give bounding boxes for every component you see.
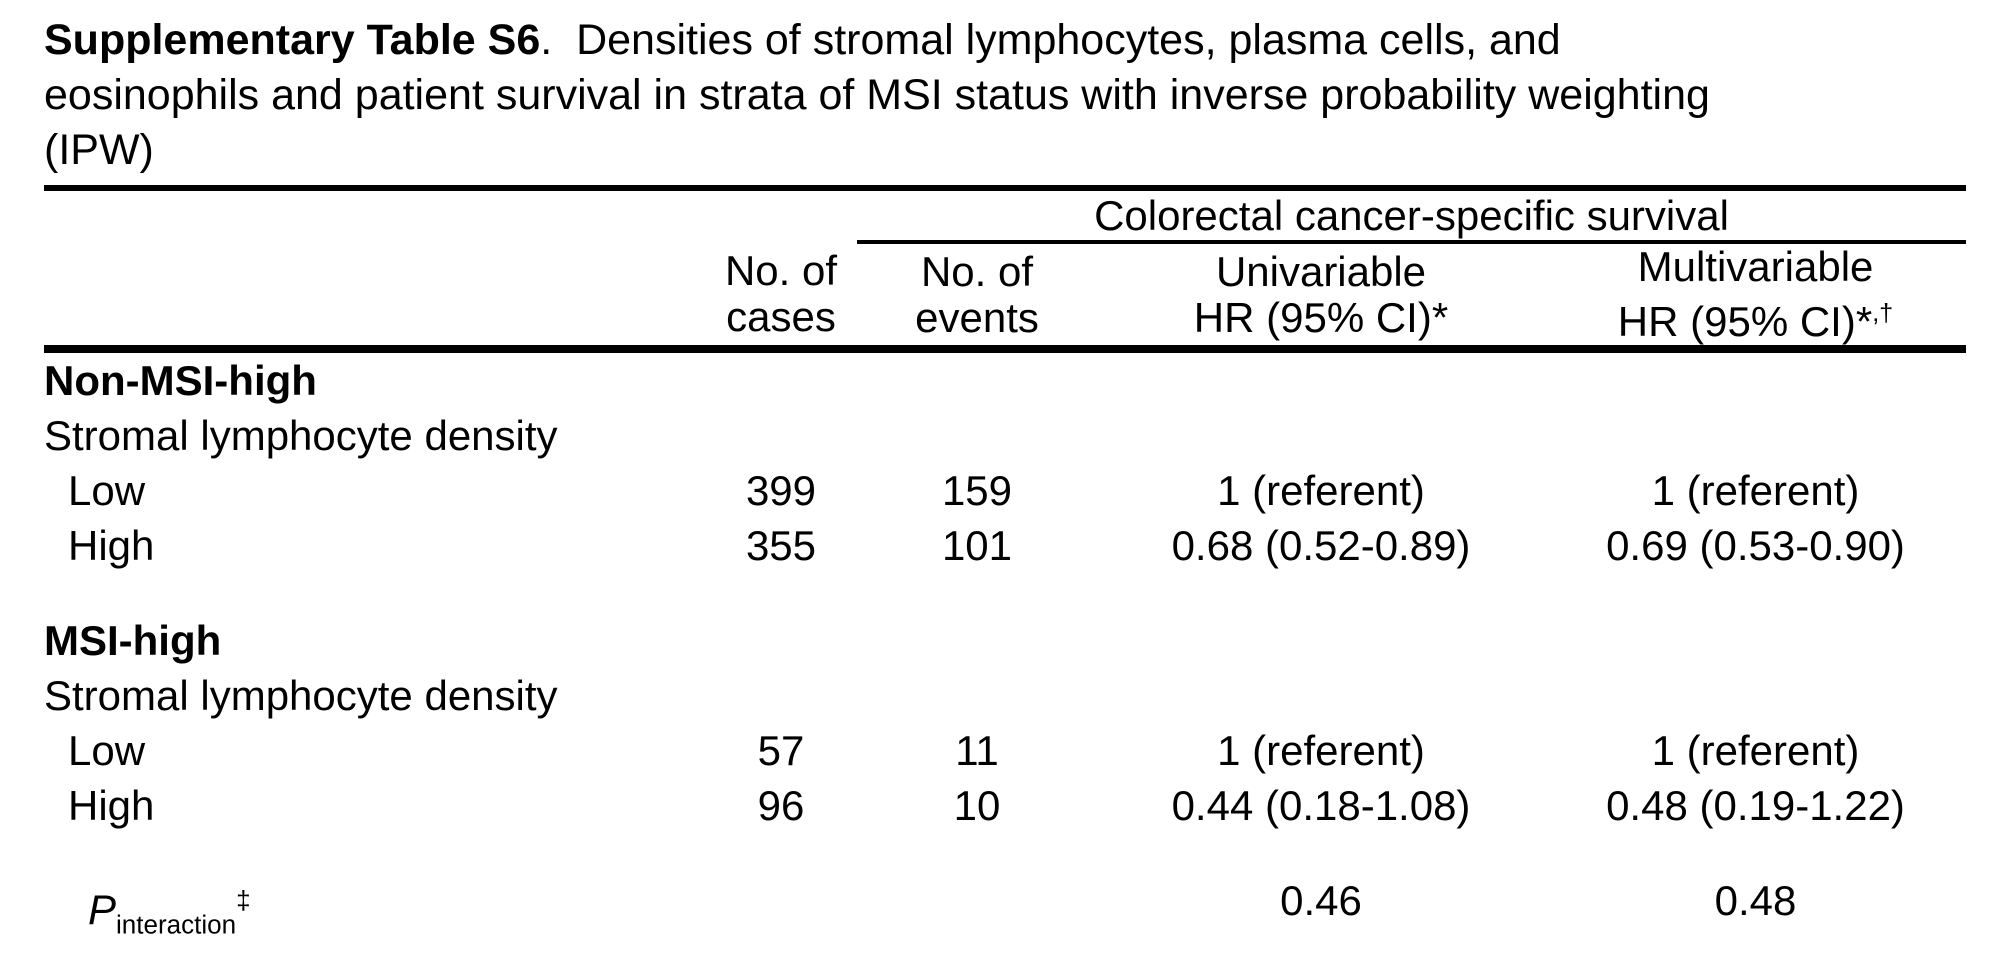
cell-empty bbox=[857, 873, 1097, 960]
table-row-section-msi-high: MSI-high bbox=[44, 613, 1966, 668]
p-interaction-symbol: P bbox=[88, 886, 117, 933]
row-label: Low bbox=[68, 467, 146, 514]
table-row-p-interaction: Pinteraction‡ 0.46 0.48 bbox=[44, 873, 1966, 960]
results-table: Colorectal cancer-specific survival No. … bbox=[44, 185, 1967, 960]
column-header-univariable-line2: HR (95% CI)* bbox=[1193, 293, 1449, 341]
cell-p-multivariable: 0.48 bbox=[1714, 877, 1797, 924]
column-header-multivariable-line2-text: HR (95% CI)* bbox=[1617, 298, 1873, 345]
table-title-line1: . Densities of stromal lymphocytes, plas… bbox=[540, 16, 1561, 64]
column-header-univariable: Univariable HR (95% CI)* bbox=[1097, 242, 1545, 353]
column-header-empty bbox=[44, 242, 705, 353]
span-header-empty-cell bbox=[44, 188, 857, 242]
cell-cases: 399 bbox=[745, 467, 817, 514]
column-header-events-line2: events bbox=[915, 293, 1039, 341]
column-header-multivariable: Multivariable HR (95% CI)*,† bbox=[1545, 242, 1967, 353]
cell-events: 11 bbox=[955, 727, 999, 774]
row-label: High bbox=[68, 782, 155, 829]
table-row-non-msi-low: Low 399 159 1 (referent) 1 (referent) bbox=[44, 463, 1966, 518]
table-title-line2: eosinophils and patient survival in stra… bbox=[44, 71, 1710, 119]
table-title-line3: (IPW) bbox=[44, 126, 154, 174]
table-row-msi-low: Low 57 11 1 (referent) 1 (referent) bbox=[44, 723, 1966, 778]
column-header-events-line1: No. of bbox=[920, 247, 1034, 295]
table-row-section-non-msi-high: Non-MSI-high bbox=[44, 349, 1966, 408]
column-header-cases-line2: cases bbox=[726, 292, 836, 340]
section-label: MSI-high bbox=[44, 617, 222, 664]
column-header-cases-line1: No. of bbox=[724, 246, 838, 294]
cell-cases: 355 bbox=[745, 522, 817, 569]
table-title: Supplementary Table S6. Densities of str… bbox=[44, 13, 1966, 178]
section-label: Non-MSI-high bbox=[44, 357, 317, 404]
column-header-multivariable-footnote-marks: ,† bbox=[1872, 299, 1894, 327]
table-row-non-msi-high-density: High 355 101 0.68 (0.52-0.89) 0.69 (0.53… bbox=[44, 518, 1966, 573]
subsection-label: Stromal lymphocyte density bbox=[44, 672, 558, 719]
table-title-number: Supplementary Table S6 bbox=[44, 16, 541, 64]
table-row-subsection-stromal-density-2: Stromal lymphocyte density bbox=[44, 668, 1966, 723]
column-header-row: No. of cases No. of events Univariable H… bbox=[44, 242, 1967, 353]
p-interaction-footnote-mark: ‡ bbox=[236, 885, 251, 915]
cell-multivariable-hr: 1 (referent) bbox=[1651, 727, 1860, 774]
cell-cases: 96 bbox=[757, 782, 805, 829]
cell-events: 101 bbox=[941, 522, 1013, 569]
column-header-events: No. of events bbox=[857, 242, 1097, 353]
cell-univariable-hr: 1 (referent) bbox=[1217, 727, 1425, 774]
column-header-multivariable-line1: Multivariable bbox=[1637, 243, 1874, 290]
row-label: High bbox=[68, 522, 155, 569]
table-row-msi-high-density: High 96 10 0.44 (0.18-1.08) 0.48 (0.19-1… bbox=[44, 778, 1966, 833]
cell-multivariable-hr: 0.69 (0.53-0.90) bbox=[1606, 522, 1905, 569]
subsection-label: Stromal lymphocyte density bbox=[44, 412, 558, 459]
span-header-row: Colorectal cancer-specific survival bbox=[44, 188, 1967, 244]
cell-events: 10 bbox=[953, 782, 1001, 829]
cell-empty bbox=[705, 873, 857, 960]
p-interaction-subscript: interaction bbox=[116, 909, 237, 940]
spacer-row bbox=[44, 833, 1966, 873]
cell-p-univariable: 0.46 bbox=[1280, 877, 1362, 924]
cell-cases: 57 bbox=[757, 727, 805, 774]
column-header-univariable-line1: Univariable bbox=[1215, 247, 1427, 295]
cell-univariable-hr: 0.44 (0.18-1.08) bbox=[1171, 782, 1471, 829]
table-row-subsection-stromal-density-1: Stromal lymphocyte density bbox=[44, 408, 1966, 463]
cell-multivariable-hr: 0.48 (0.19-1.22) bbox=[1606, 782, 1905, 829]
spacer-row bbox=[44, 573, 1966, 613]
cell-multivariable-hr: 1 (referent) bbox=[1651, 467, 1860, 514]
span-header-survival: Colorectal cancer-specific survival bbox=[857, 188, 1967, 244]
p-interaction-label: Pinteraction‡ bbox=[44, 873, 705, 960]
cell-events: 159 bbox=[941, 467, 1013, 514]
cell-univariable-hr: 0.68 (0.52-0.89) bbox=[1171, 522, 1471, 569]
column-header-multivariable-line2: HR (95% CI)*,† bbox=[1545, 290, 1966, 345]
cell-univariable-hr: 1 (referent) bbox=[1217, 467, 1425, 514]
row-label: Low bbox=[68, 727, 146, 774]
column-header-cases: No. of cases bbox=[705, 242, 857, 353]
